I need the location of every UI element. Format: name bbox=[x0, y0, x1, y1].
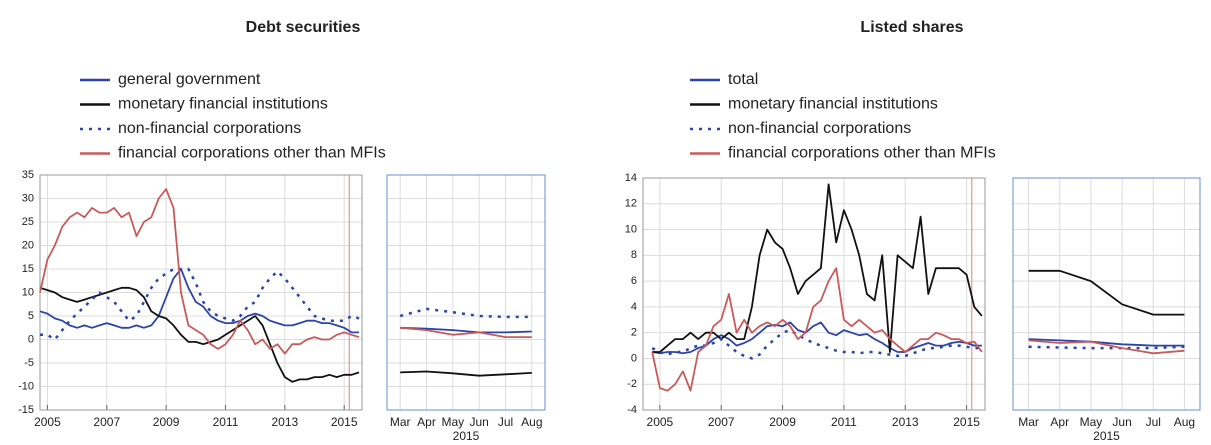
series-line bbox=[1028, 269, 1185, 316]
series-line bbox=[651, 267, 983, 392]
x-tick-label: 2007 bbox=[708, 415, 735, 429]
x-axis-label: 2015 bbox=[453, 429, 480, 443]
y-tick-label: 14 bbox=[625, 172, 637, 184]
y-tick-label: 5 bbox=[28, 310, 34, 322]
series-line bbox=[1028, 338, 1185, 347]
series-line bbox=[39, 268, 359, 334]
y-tick-label: 0 bbox=[631, 352, 637, 364]
series-line bbox=[1028, 345, 1185, 350]
x-axis-label: 2015 bbox=[1093, 429, 1120, 443]
y-tick-label: -15 bbox=[18, 404, 34, 416]
x-tick-label: 2005 bbox=[34, 415, 61, 429]
y-tick-label: 25 bbox=[22, 216, 34, 228]
plot-frame bbox=[386, 174, 546, 411]
series-line bbox=[39, 286, 360, 383]
legend-label: non-financial corporations bbox=[118, 120, 301, 137]
x-tick-label: 2013 bbox=[271, 415, 298, 429]
y-tick-label: 15 bbox=[22, 263, 34, 275]
y-tick-label: -4 bbox=[627, 404, 637, 416]
series-line bbox=[652, 183, 983, 353]
x-tick-label: May bbox=[441, 415, 464, 429]
x-tick-label: Aug bbox=[1174, 415, 1195, 429]
x-tick-label: Mar bbox=[390, 415, 411, 429]
y-tick-label: 6 bbox=[631, 275, 637, 287]
legend-label: financial corporations other than MFIs bbox=[728, 145, 996, 162]
series-line bbox=[1028, 339, 1185, 355]
chart-title: Debt securities bbox=[246, 19, 361, 36]
y-tick-label: 35 bbox=[22, 169, 34, 181]
series-line bbox=[40, 267, 360, 341]
y-tick-label: -5 bbox=[24, 357, 34, 369]
legend-label: monetary financial institutions bbox=[728, 96, 938, 113]
x-tick-label: Apr bbox=[1050, 415, 1069, 429]
y-tick-label: 30 bbox=[22, 192, 34, 204]
y-tick-label: 20 bbox=[22, 239, 34, 251]
x-tick-label: 2011 bbox=[831, 415, 857, 429]
series-line bbox=[400, 370, 532, 377]
x-tick-label: 2009 bbox=[153, 415, 180, 429]
x-tick-label: 2013 bbox=[892, 415, 919, 429]
x-tick-label: 2015 bbox=[953, 415, 980, 429]
x-tick-label: Jun bbox=[1112, 415, 1131, 429]
x-tick-label: 2007 bbox=[93, 415, 120, 429]
plot-frame bbox=[1012, 177, 1201, 411]
y-tick-label: 10 bbox=[22, 286, 34, 298]
x-tick-label: May bbox=[1080, 415, 1103, 429]
legend-label: financial corporations other than MFIs bbox=[118, 145, 386, 162]
x-tick-label: Jul bbox=[1146, 415, 1161, 429]
x-tick-label: 2009 bbox=[769, 415, 796, 429]
chart-title: Listed shares bbox=[860, 19, 963, 36]
y-tick-label: -2 bbox=[627, 378, 637, 390]
legend-label: non-financial corporations bbox=[728, 120, 911, 137]
y-tick-label: 12 bbox=[625, 198, 637, 210]
series-line bbox=[39, 188, 360, 355]
legend-label: general government bbox=[118, 71, 261, 88]
y-tick-label: 8 bbox=[631, 249, 637, 261]
x-tick-label: Jul bbox=[498, 415, 513, 429]
series-line bbox=[400, 326, 532, 334]
x-tick-label: Apr bbox=[417, 415, 436, 429]
x-tick-label: Mar bbox=[1018, 415, 1039, 429]
y-tick-label: -10 bbox=[18, 380, 34, 392]
y-tick-label: 0 bbox=[28, 333, 34, 345]
x-tick-label: Jun bbox=[469, 415, 488, 429]
plot-frame bbox=[642, 177, 986, 411]
series-line bbox=[651, 328, 982, 360]
x-tick-label: 2011 bbox=[213, 415, 239, 429]
legend-label: monetary financial institutions bbox=[118, 96, 328, 113]
x-tick-label: Aug bbox=[521, 415, 542, 429]
legend-label: total bbox=[728, 71, 758, 88]
y-tick-label: 10 bbox=[625, 223, 637, 235]
x-tick-label: 2005 bbox=[647, 415, 674, 429]
y-tick-label: 4 bbox=[631, 301, 637, 313]
y-tick-label: 2 bbox=[631, 327, 637, 339]
x-tick-label: 2015 bbox=[331, 415, 358, 429]
series-line bbox=[400, 326, 532, 338]
